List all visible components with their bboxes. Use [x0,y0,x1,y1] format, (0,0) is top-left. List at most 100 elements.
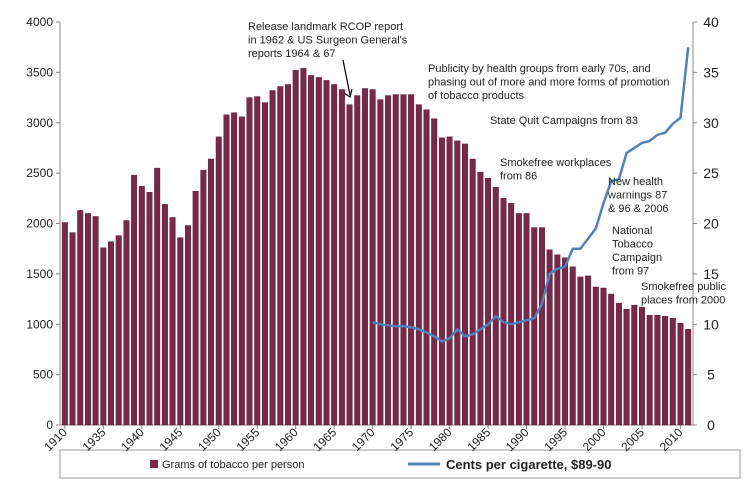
bar [615,302,622,426]
bar [169,217,176,426]
bar [454,140,461,426]
bar [646,314,653,426]
y-tick-label: 3500 [26,65,53,79]
bar [639,306,645,426]
bar [462,143,468,426]
bar [161,204,168,426]
annotation: New health [608,176,663,188]
bar [623,308,630,426]
bar [308,75,315,426]
bar [685,329,692,426]
bar [408,94,415,426]
annotation: & 96 & 2006 [608,203,669,215]
y2-tick-label: 15 [703,266,719,282]
annotation: from 86 [500,171,537,183]
bar [592,286,599,426]
bar [208,158,215,426]
bar [500,198,507,426]
bar [315,77,322,426]
annotation: Release landmark RCOP report [248,21,403,33]
bar [531,227,538,426]
bar [69,232,76,426]
bar [84,213,91,426]
bar [77,210,84,426]
bar [331,84,338,426]
bar [377,99,384,426]
legend-label: Cents per cigarette, $89-90 [446,457,611,472]
bar [231,112,238,426]
bar [569,266,576,426]
bar [131,174,138,426]
bar [354,95,361,426]
bar [469,158,476,426]
annotation: Publicity by health groups from early 70… [428,63,651,75]
bar [138,186,145,426]
annotation: Tobacco [612,239,653,251]
bar [108,241,114,426]
y2-tick-label: 0 [707,417,715,433]
bar [492,187,499,426]
bar [446,136,453,426]
y2-tick-label: 25 [703,165,719,181]
bar [292,70,299,426]
annotation: from 97 [612,266,649,278]
bar [654,314,661,426]
annotation: Smokefree public [641,281,726,293]
bar [346,104,353,426]
y-tick-label: 0 [46,418,53,432]
bar [261,102,268,426]
bar [269,90,276,426]
bar [254,96,261,426]
bar [146,192,153,426]
bar [608,293,615,426]
bar [423,109,430,426]
y2-tick-label: 5 [707,367,715,383]
bar [277,86,284,426]
bar [61,222,68,426]
bar [215,136,222,426]
legend-swatch [150,460,158,468]
bar [385,95,392,426]
annotation: places from 2000 [641,295,725,307]
bar [538,227,545,426]
y2-tick-label: 40 [703,14,719,30]
annotation: Smokefree workplaces [500,157,612,169]
bar [361,88,368,426]
annotation: phasing out of more and more forms of pr… [428,77,670,89]
bar [485,177,492,426]
bar [400,94,407,426]
bar [369,89,376,426]
y2-tick-label: 35 [703,64,719,80]
y2-tick-label: 20 [703,216,719,232]
bar [415,104,422,426]
y-tick-label: 2000 [26,217,53,231]
legend-box [59,449,741,479]
bar [515,213,522,426]
bar [669,318,676,426]
bar [285,84,291,426]
y-tick-label: 4000 [26,15,53,29]
bar [338,89,345,426]
bar [562,257,569,426]
bar [554,254,561,426]
bar [200,169,207,426]
annotation: of tobacco products [428,90,525,102]
bar [392,94,399,426]
annotation-arrow [342,59,351,96]
bar [546,249,553,426]
y2-tick-label: 10 [703,316,719,332]
bar [438,137,445,426]
bar [238,116,245,426]
bar [585,275,592,426]
y-tick-label: 1000 [26,317,53,331]
annotation: reports 1964 & 67 [248,48,335,60]
annotation: State Quit Campaigns from 83 [490,115,638,127]
y-tick-label: 3000 [26,116,53,130]
bar [192,191,199,426]
y2-tick-label: 30 [703,115,719,131]
bar [508,203,515,426]
arrow-head [343,88,353,98]
bar [631,304,638,426]
bar [100,247,107,426]
